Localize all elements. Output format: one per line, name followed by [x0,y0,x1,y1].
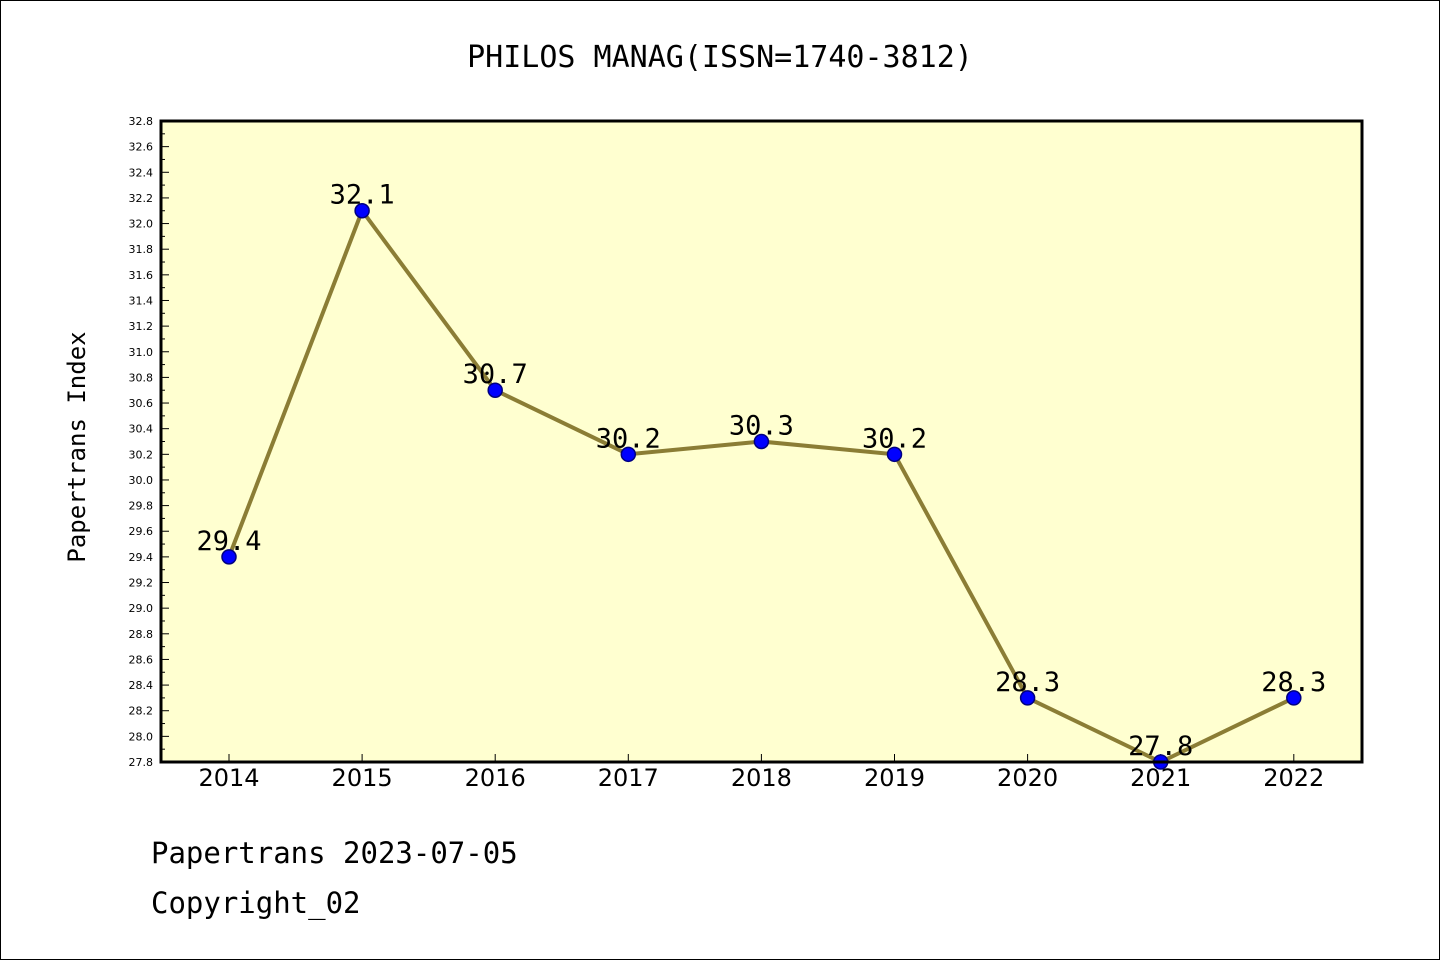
data-label: 30.2 [862,423,927,454]
data-point [1019,690,1036,706]
y-tick-label: 29.8 [129,500,154,513]
y-tick-label: 28.2 [129,705,154,718]
y-tick-label: 32.6 [129,141,154,154]
y-tick-label: 30.8 [129,371,154,384]
x-tick-label: 2015 [332,764,393,792]
data-label: 30.3 [729,411,794,442]
y-tick-label: 29.4 [129,551,154,564]
chart-title: PHILOS MANAG(ISSN=1740-3812) [467,40,973,75]
y-tick-label: 28.4 [129,679,154,692]
data-point [886,446,903,463]
x-axis-ticks: 2014 2015 2016 2017 2018 2019 2020 2021 2022 [198,754,1324,792]
y-tick-label: 32.8 [129,115,154,128]
data-label: 30.7 [463,359,528,390]
y-tick-label: 32.4 [129,166,154,179]
data-label: 28.3 [995,667,1060,698]
x-tick-label: 2018 [731,764,792,792]
y-tick-label: 28.6 [129,653,154,666]
x-tick-label: 2019 [864,764,925,792]
y-axis-label: Papertrans Index [63,331,91,562]
data-point-markers [221,202,1302,770]
data-point [354,202,370,219]
y-tick-label: 29.6 [129,525,154,538]
y-tick-label: 32.0 [129,218,154,231]
y-tick-label: 30.6 [129,397,154,410]
data-label: 32.1 [330,180,395,211]
footer-copyright-text: Copyright_02 [151,886,361,920]
y-tick-label: 31.0 [129,346,154,359]
y-tick-label: 28.0 [129,730,154,743]
data-point [620,446,637,463]
y-tick-label: 30.0 [129,474,154,487]
y-tick-label: 31.4 [129,294,154,307]
y-tick-label: 27.8 [129,756,154,769]
x-tick-label: 2016 [465,764,526,792]
y-tick-label: 30.4 [129,423,154,436]
data-label: 27.8 [1128,731,1193,762]
y-axis-ticks: 27.8 28.0 28.2 28.4 28.6 28.8 29.0 29.2 29.4 29.6… [129,115,169,769]
x-tick-label: 2014 [198,764,259,792]
y-tick-label: 31.6 [129,269,154,282]
y-tick-label: 30.2 [129,448,154,461]
y-tick-label: 28.8 [129,628,154,641]
data-point [1286,690,1302,706]
x-tick-label: 2017 [598,764,659,792]
x-tick-label: 2020 [997,764,1058,792]
data-point [221,549,237,565]
footer-date-text: Papertrans 2023-07-05 [151,836,518,870]
data-point [753,433,770,450]
data-label: 28.3 [1261,667,1326,698]
data-labels: 29.4 32.1 30.7 30.2 30.3 30.2 28.3 27.8 28.3 [196,180,1326,762]
plot-border [159,119,1364,764]
y-tick-label: 31.8 [129,243,154,256]
x-tick-label: 2022 [1263,764,1324,792]
data-point [487,382,503,398]
data-label: 30.2 [596,423,661,454]
data-label: 29.4 [196,526,261,557]
y-tick-label: 29.0 [129,602,154,615]
y-tick-label: 31.2 [129,320,154,333]
y-tick-label: 32.2 [129,192,154,205]
y-tick-label: 29.2 [129,577,154,590]
